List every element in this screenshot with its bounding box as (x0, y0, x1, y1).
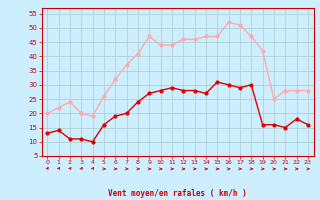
Text: Vent moyen/en rafales ( km/h ): Vent moyen/en rafales ( km/h ) (108, 189, 247, 198)
